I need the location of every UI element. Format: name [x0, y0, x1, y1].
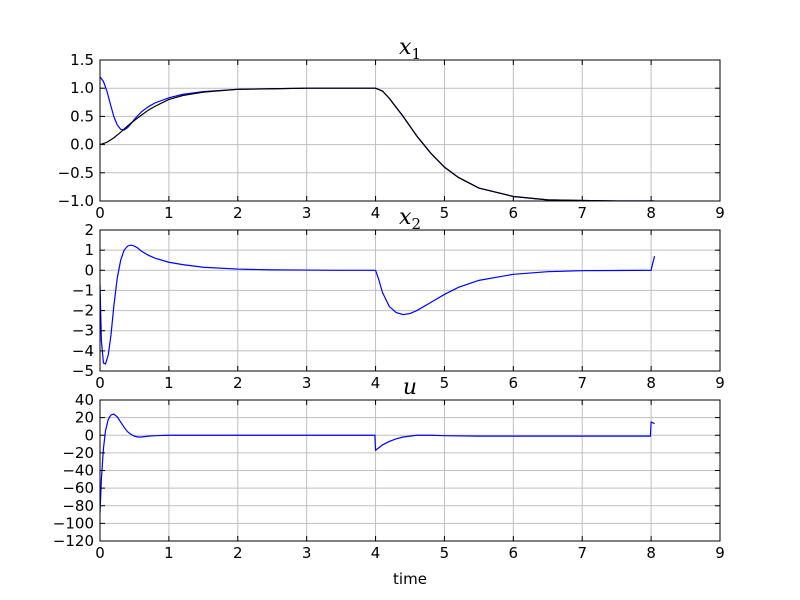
subplot-title: x2 — [399, 205, 421, 233]
y-tick-label: −20 — [62, 444, 94, 462]
x-tick-label: 5 — [440, 204, 450, 222]
x-tick-label: 8 — [646, 204, 656, 222]
y-tick-label: 0 — [84, 426, 94, 444]
subplot-title-main: x — [399, 35, 412, 60]
y-tick-label: 1 — [84, 241, 94, 259]
series-line-1 — [100, 244, 656, 365]
x-tick-label: 7 — [577, 544, 587, 562]
x-tick-label: 6 — [509, 544, 519, 562]
x-tick-label: 1 — [164, 544, 174, 562]
y-tick-label: −5 — [72, 362, 94, 380]
x-tick-label: 4 — [371, 544, 381, 562]
x-tick-label: 5 — [440, 544, 450, 562]
x-axis-label: time — [393, 570, 427, 588]
y-tick-label: −1.0 — [58, 192, 94, 210]
y-tick-label: 0.0 — [70, 136, 94, 154]
x-tick-label: 2 — [233, 544, 243, 562]
x-tick-label: 9 — [715, 374, 725, 392]
y-tick-label: 40 — [75, 391, 94, 409]
subplot-title-subscript: 2 — [411, 215, 421, 233]
plot-frame — [99, 59, 721, 202]
y-tick-label: 0 — [84, 261, 94, 279]
y-tick-label: 0.5 — [70, 107, 94, 125]
x-tick-label: 6 — [509, 204, 519, 222]
x-tick-label: 4 — [371, 204, 381, 222]
series-line-1 — [100, 413, 655, 513]
x-tick-label: 3 — [302, 204, 312, 222]
x-tick-label: 3 — [302, 544, 312, 562]
subplots-group: 0 1 2 3 4 5 6 7 8 9−1.0−0.50.00.51.01.5 x10 1 2 3 4 5 6 7… — [53, 35, 725, 562]
y-tick-label: −100 — [53, 514, 94, 532]
subplot-title-main: x — [399, 205, 412, 230]
x-tick-label: 5 — [440, 374, 450, 392]
y-tick-label: −0.5 — [58, 164, 94, 182]
y-tick-label: −4 — [72, 342, 94, 360]
subplot-title-main: u — [403, 375, 417, 400]
y-tick-label: −1 — [72, 281, 94, 299]
x-tick-label: 1 — [164, 374, 174, 392]
subplot-title-subscript: 1 — [411, 45, 421, 63]
x-tick-label: 0 — [95, 204, 105, 222]
y-tick-label: 1.0 — [70, 79, 94, 97]
x-tick-label: 8 — [646, 544, 656, 562]
x-tick-label: 7 — [577, 374, 587, 392]
x-tick-label: 7 — [577, 204, 587, 222]
y-tick-label: 20 — [75, 409, 94, 427]
x-tick-label: 2 — [233, 204, 243, 222]
x-tick-label: 4 — [371, 374, 381, 392]
x-tick-label: 9 — [715, 204, 725, 222]
subplot-title: x1 — [399, 35, 421, 63]
x-tick-label: 0 — [95, 544, 105, 562]
x-tick-label: 6 — [509, 374, 519, 392]
subplot-1: 0 1 2 3 4 5 6 7 8 9−1.0−0.50.00.51.01.5 x1 — [58, 35, 725, 222]
y-tick-label: −40 — [62, 462, 94, 480]
x-tick-label: 2 — [233, 374, 243, 392]
y-tick-label: −60 — [62, 479, 94, 497]
y-tick-label: 1.5 — [70, 51, 94, 69]
x-tick-label: 0 — [95, 374, 105, 392]
y-tick-label: −80 — [62, 497, 94, 515]
y-tick-label: −2 — [72, 302, 94, 320]
x-tick-label: 8 — [646, 374, 656, 392]
x-tick-label: 1 — [164, 204, 174, 222]
y-tick-label: −3 — [72, 322, 94, 340]
x-tick-label: 3 — [302, 374, 312, 392]
subplot-title: u — [403, 375, 417, 400]
y-tick-label: 2 — [84, 221, 94, 239]
x-tick-label: 9 — [715, 544, 725, 562]
y-tick-label: −120 — [53, 532, 94, 550]
plot-frame — [99, 229, 721, 372]
